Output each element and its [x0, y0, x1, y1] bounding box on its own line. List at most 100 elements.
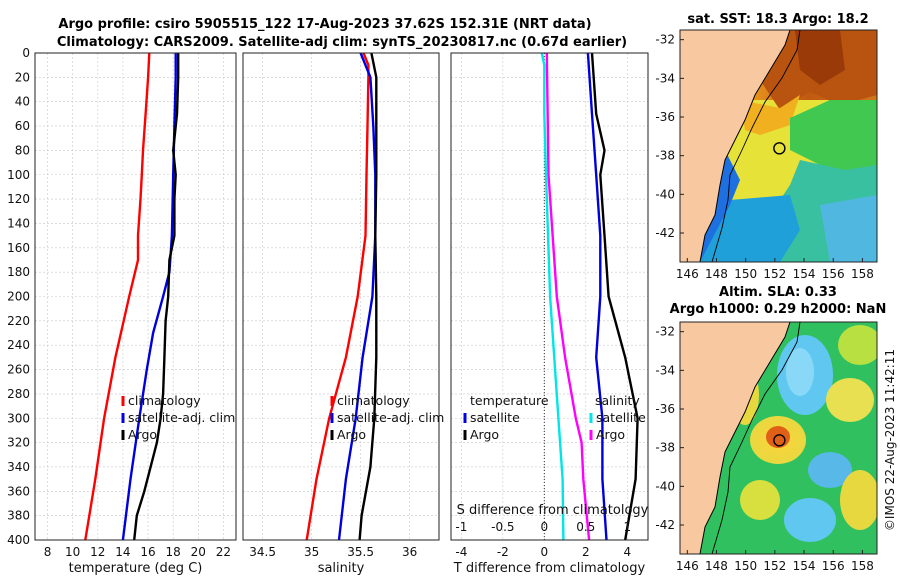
y-tick-label: 340: [7, 460, 30, 474]
map-y-tick-label: -36: [655, 402, 675, 416]
map-x-tick-label: 150: [734, 267, 757, 281]
sla-profile-location-marker: [773, 434, 786, 447]
x-tick-label: 16: [140, 545, 155, 559]
map-y-tick-label: -38: [655, 149, 675, 163]
series-temperature-argo: [133, 53, 180, 541]
legend-label: satellite-adj. clim: [128, 410, 235, 425]
map-y-tick-label: -42: [655, 226, 675, 240]
y-tick-label: 120: [7, 192, 30, 206]
x-tick-label: 34.5: [249, 545, 276, 559]
x-tick-label-top: -1: [455, 520, 467, 534]
y-tick-label: 260: [7, 363, 30, 377]
y-tick-label: 40: [15, 95, 30, 109]
sla-field: [680, 322, 877, 554]
y-tick-label: 80: [15, 143, 30, 157]
x-tick-label-top: 1: [623, 520, 631, 534]
x-tick-label: 2: [582, 545, 590, 559]
legend-label: Argo: [337, 427, 366, 442]
x-tick-label: -4: [455, 545, 467, 559]
x-axis-label: temperature (deg C): [69, 561, 203, 576]
x-tick-label: 22: [216, 545, 231, 559]
map-y-tick-label: -42: [655, 518, 675, 532]
map-x-tick-label: 156: [822, 267, 845, 281]
x-tick-label: 0: [540, 545, 548, 559]
series-difference-temperature-argo: [590, 52, 639, 541]
panel-frame: [450, 52, 649, 541]
map-y-tick-label: -34: [655, 71, 675, 85]
y-tick-label: 20: [15, 70, 30, 84]
y-tick-label: 320: [7, 436, 30, 450]
x-tick-label-top: 0: [540, 520, 548, 534]
panel-frame: [34, 52, 237, 541]
y-tick-label: 220: [7, 314, 30, 328]
map-x-tick-label: 158: [851, 267, 874, 281]
y-tick-label: 400: [7, 533, 30, 547]
x-tick-label: 35.5: [347, 545, 374, 559]
x-tick-label: 35: [304, 545, 319, 559]
sst-map-axes: 146 148 150 152 154 156 158 -32 -34 -36 -38 -40 -42: [655, 33, 873, 281]
sla-map-title-line2: Argo h1000: 0.29 h2000: NaN: [670, 302, 887, 317]
y-tick-label: 60: [15, 119, 30, 133]
series-temperature-satellite-adj-clim: [121, 53, 177, 541]
map-y-tick-label: -40: [655, 479, 675, 493]
map-x-tick-label: 150: [734, 559, 757, 573]
sla-map: Altim. SLA: 0.33 Argo h1000: 0.29 h2000:…: [655, 285, 886, 573]
sla-map-frame: [679, 321, 878, 555]
x-tick-label: 20: [191, 545, 206, 559]
x-axis-label: salinity: [318, 561, 365, 576]
y-tick-label: 100: [7, 168, 30, 182]
map-y-tick-label: -32: [655, 33, 675, 47]
map-x-tick-label: 146: [676, 267, 699, 281]
x-tick-label: 8: [44, 545, 52, 559]
x-tick-label-top: 0.5: [576, 520, 595, 534]
x-tick-label: 14: [115, 545, 130, 559]
map-x-tick-label: 156: [822, 559, 845, 573]
figure-title-line1: Argo profile: csiro 5905515_122 17-Aug-2…: [58, 17, 591, 32]
map-y-tick-label: -38: [655, 441, 675, 455]
sst-map-title: sat. SST: 18.3 Argo: 18.2: [687, 12, 868, 27]
y-tick-label: 300: [7, 411, 30, 425]
x-tick-label: 12: [90, 545, 105, 559]
salinity-panel: 34.5 35 35.5 36 salinity climatology satellite…: [242, 52, 444, 576]
difference-panel: -4 -2 0 2 4 T difference from climatology S di…: [450, 52, 649, 576]
panel-frame: [242, 52, 440, 541]
legend-label: climatology: [128, 393, 201, 408]
legend-title-salinity: salinity: [595, 393, 640, 408]
map-x-tick-label: 148: [705, 559, 728, 573]
series-salinity-argo: [358, 52, 378, 541]
x-tick-label: -2: [497, 545, 509, 559]
imos-credit: ©IMOS 22-Aug-2023 11:42:11: [883, 349, 897, 531]
map-y-tick-label: -40: [655, 187, 675, 201]
temperature-panel: 0 20 40 60 80 100 120 140 160 180 200 220 240 260 280 3…: [7, 46, 237, 576]
legend-label: satellite: [596, 410, 646, 425]
legend-label: Argo: [470, 427, 499, 442]
y-tick-label: 200: [7, 290, 30, 304]
y-tick-label: 240: [7, 338, 30, 352]
sst-map: sat. SST: 18.3 Argo: 18.2 146 148 150 152 15…: [655, 12, 878, 281]
map-x-tick-label: 154: [793, 267, 816, 281]
map-x-tick-label: 148: [705, 267, 728, 281]
map-x-tick-label: 152: [763, 559, 786, 573]
x-tick-label: 36: [402, 545, 417, 559]
x-tick-label-top: -0.5: [491, 520, 514, 534]
figure-title-line2: Climatology: CARS2009. Satellite-adj cli…: [57, 35, 627, 50]
map-y-tick-label: -34: [655, 363, 675, 377]
y-tick-label: 0: [22, 46, 30, 60]
legend-label: Argo: [596, 427, 625, 442]
y-tick-label: 180: [7, 265, 30, 279]
sla-map-axes: 146 148 150 152 154 156 158 -32 -34 -36 -38 -40 -42: [655, 325, 873, 573]
map-x-tick-label: 158: [851, 559, 874, 573]
x-tick-label: 10: [65, 545, 80, 559]
x-tick-label: 4: [623, 545, 631, 559]
legend-label: satellite: [470, 410, 520, 425]
sst-profile-location-marker: [773, 142, 786, 155]
map-y-tick-label: -32: [655, 325, 675, 339]
map-y-tick-label: -36: [655, 110, 675, 124]
legend-title-temperature: temperature: [470, 393, 549, 408]
y-tick-label: 160: [7, 241, 30, 255]
series-difference-salinity-argo: [545, 52, 591, 541]
legend-label: satellite-adj. clim: [337, 410, 444, 425]
y-tick-label: 360: [7, 484, 30, 498]
y-tick-label: 280: [7, 387, 30, 401]
